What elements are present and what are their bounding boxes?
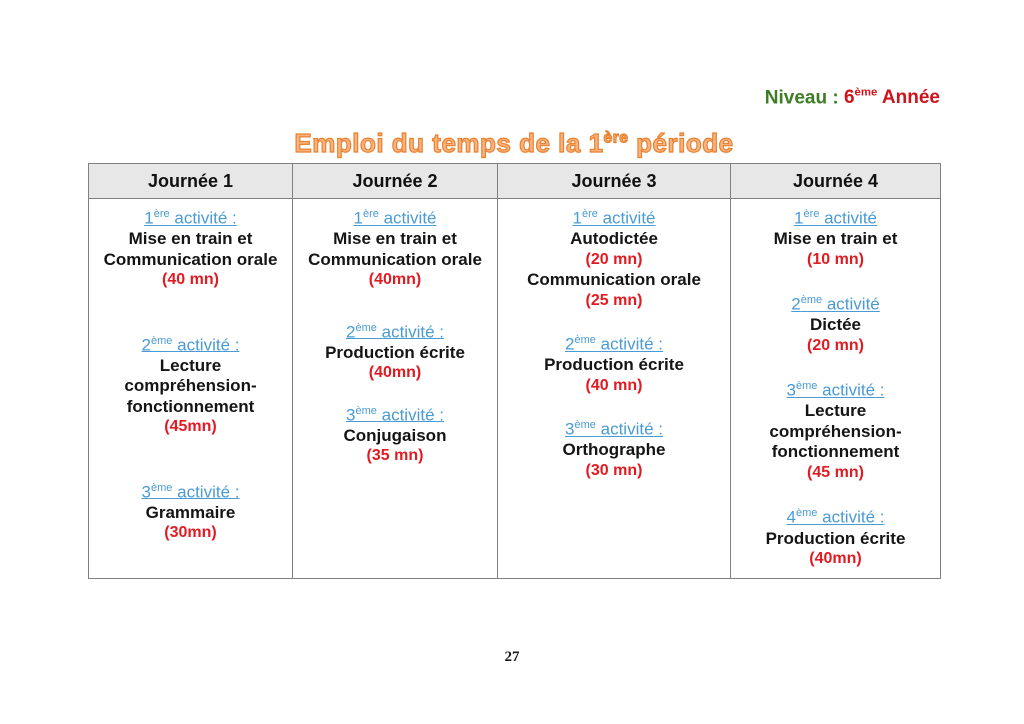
activity-block: 1ère activité Mise en train et Communica… (297, 204, 493, 291)
activity-duration: (20 mn) (585, 250, 643, 268)
column-header-journee-2: Journée 2 (292, 163, 498, 199)
timetable-header-row: Journée 1 Journée 2 Journée 3 Journée 4 (88, 163, 941, 199)
activity-label: 1ère activité (793, 208, 877, 228)
activity-duration: (40mn) (368, 271, 422, 289)
activity-name: Production écrite (544, 355, 684, 375)
activity-label: 2ème activité (791, 294, 880, 314)
activity-duration: (45 mn) (807, 463, 864, 481)
activity-label: 3ème activité : (346, 404, 444, 425)
activity-name: Lecture (159, 355, 222, 375)
activity-block: 3ème activité : Grammaire (30mn) (93, 478, 288, 544)
activity-block: 1ère activité : Mise en train et Communi… (93, 204, 288, 291)
activity-block: 3ème activité : Orthographe (30 mn) (502, 415, 726, 481)
activity-name: Grammaire (145, 502, 236, 522)
activity-duration: (45mn) (164, 418, 217, 436)
activity-duration: (10 mn) (807, 250, 864, 268)
activity-duration: (40mn) (809, 550, 862, 568)
activity-block: 2ème activité : Production écrite (40mn) (297, 318, 493, 384)
activity-label: 3ème activité : (786, 380, 885, 400)
activity-label: 3ème activité : (565, 419, 663, 439)
activity-duration: (40 mn) (162, 271, 219, 289)
activity-name: Conjugaison (343, 425, 447, 445)
column-header-journee-3: Journée 3 (497, 163, 731, 199)
activity-duration: (25 mn) (585, 291, 643, 309)
activity-label: 3ème activité : (141, 481, 240, 502)
level-heading: Niveau : 6ème Année (765, 87, 940, 109)
activity-name: compréhension- (769, 421, 902, 441)
activity-label: 2ème activité : (565, 334, 663, 354)
day-1-cell: 1ère activité : Mise en train et Communi… (88, 198, 293, 579)
activity-name: compréhension- (124, 376, 257, 396)
timetable-body-row: 1ère activité : Mise en train et Communi… (88, 198, 941, 579)
activity-duration: (40 mn) (585, 376, 643, 394)
activity-name: fonctionnement (126, 396, 255, 416)
activity-name: Dictée (809, 315, 862, 335)
day-4-cell: 1ère activité Mise en train et (10 mn) 2… (730, 198, 941, 579)
activity-name: Communication orale (527, 270, 701, 290)
activity-block: 1ère activité Autodictée (20 mn) Communi… (502, 204, 726, 311)
activity-block: 3ème activité : Lecture compréhension- f… (735, 376, 936, 483)
activity-label: 1ère activité (572, 208, 656, 228)
page-title: Emploi du temps de la 1ère période (294, 127, 734, 158)
column-header-journee-1: Journée 1 (88, 163, 293, 199)
activity-name: Communication orale (103, 249, 278, 269)
activity-name: fonctionnement (771, 442, 900, 462)
activity-label: 2ème activité : (141, 334, 240, 355)
activity-label: 1ère activité : (144, 208, 237, 228)
activity-name: Mise en train et (128, 229, 253, 249)
activity-block: 1ère activité Mise en train et (10 mn) (735, 204, 936, 270)
activity-duration: (35 mn) (366, 447, 424, 465)
page-number: 27 (504, 649, 520, 665)
activity-duration: (30mn) (164, 524, 217, 542)
activity-block: 2ème activité Dictée (20 mn) (735, 290, 936, 356)
title-superscript: ère (603, 129, 629, 147)
activity-block: 2ème activité : Production écrite (40 mn… (502, 330, 726, 396)
activity-name: Lecture (804, 401, 867, 421)
activity-name: Production écrite (325, 342, 465, 362)
activity-duration: (30 mn) (585, 461, 643, 479)
activity-block: 3ème activité : Conjugaison (35 mn) (297, 401, 493, 467)
timetable: Journée 1 Journée 2 Journée 3 Journée 4 … (88, 163, 941, 579)
activity-label: 1ère activité (353, 208, 437, 228)
activity-block: 4ème activité : Production écrite (40mn) (735, 503, 936, 569)
activity-name: Orthographe (562, 440, 666, 460)
activity-label: 4ème activité : (786, 507, 885, 528)
activity-label: 2ème activité : (346, 321, 444, 342)
activity-name: Autodictée (570, 229, 658, 249)
level-grade: 6ème Année (843, 87, 940, 109)
grade-superscript: ème (854, 87, 878, 99)
activity-name: Communication orale (308, 249, 482, 269)
level-label: Niveau : (764, 87, 844, 109)
activity-duration: (40mn) (368, 364, 422, 382)
activity-duration: (20 mn) (807, 336, 864, 354)
activity-name: Mise en train et (773, 229, 898, 249)
day-3-cell: 1ère activité Autodictée (20 mn) Communi… (497, 198, 731, 579)
column-header-journee-4: Journée 4 (730, 163, 941, 199)
activity-block: 2ème activité : Lecture compréhension- f… (93, 331, 288, 438)
day-2-cell: 1ère activité Mise en train et Communica… (292, 198, 498, 579)
activity-name: Mise en train et (333, 229, 457, 249)
activity-name: Production écrite (765, 528, 906, 548)
